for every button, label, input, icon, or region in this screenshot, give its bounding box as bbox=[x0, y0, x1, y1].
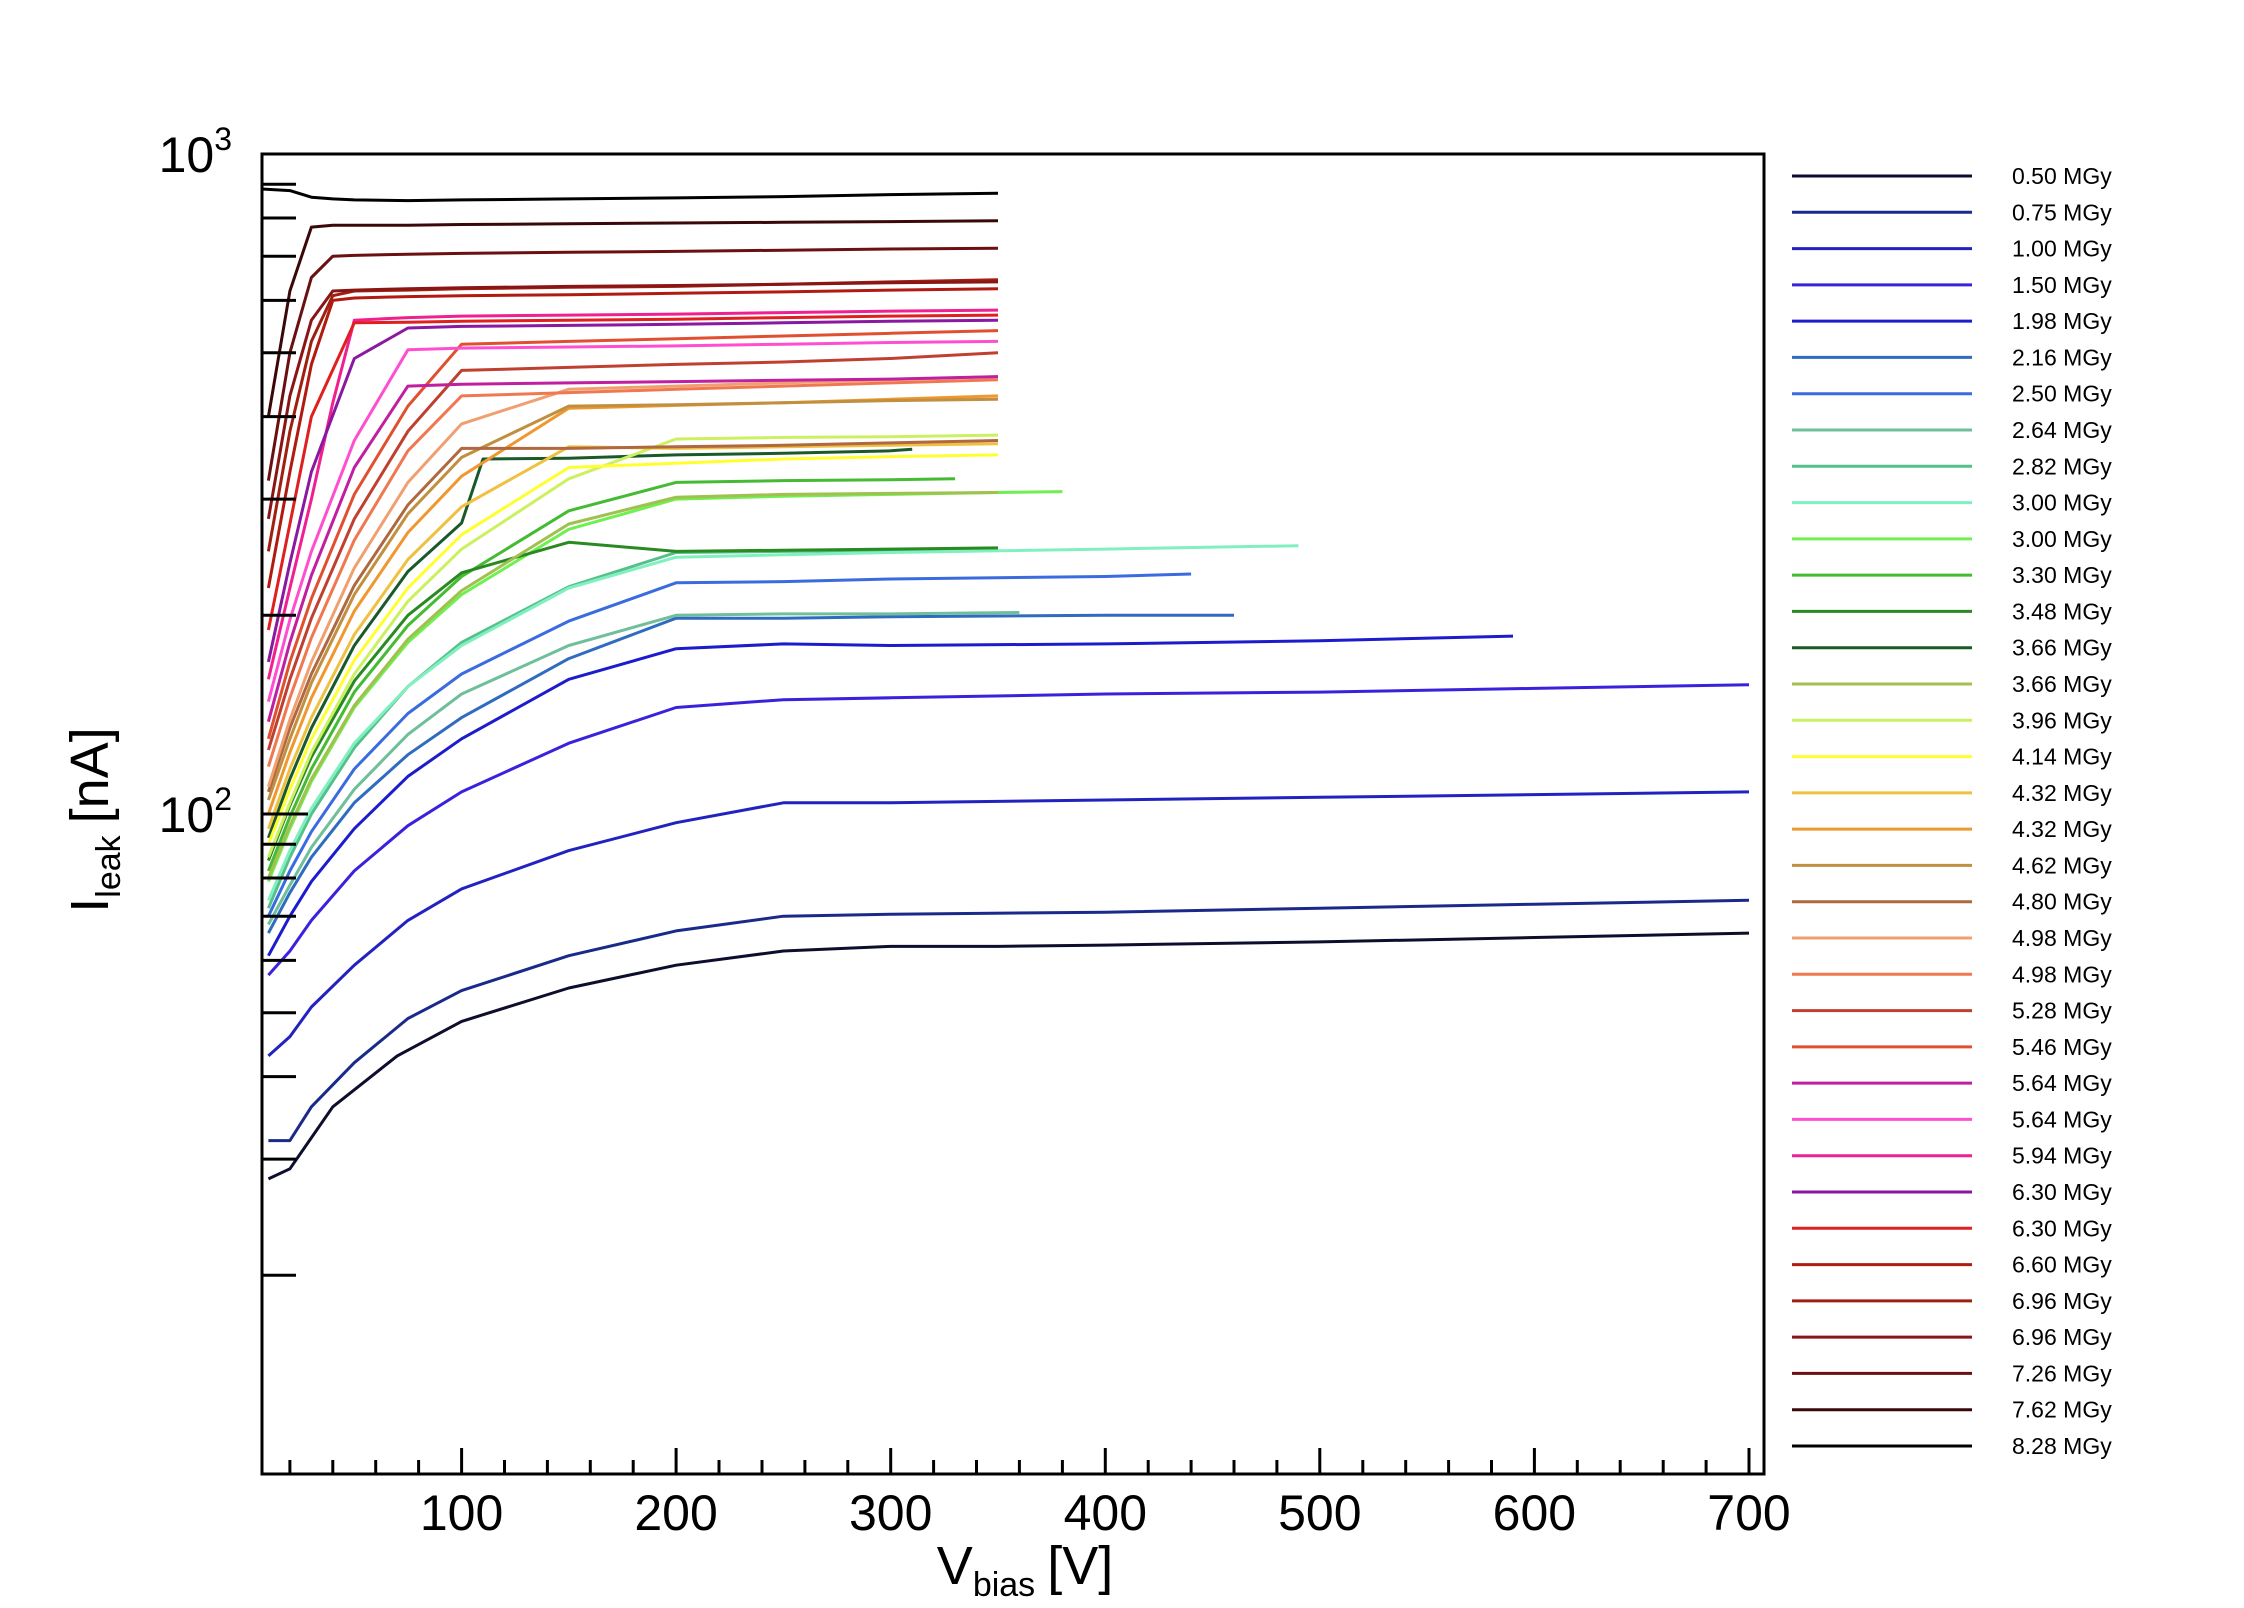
series-line-32 bbox=[266, 280, 999, 520]
legend-label: 4.14 MGy bbox=[2012, 744, 2112, 770]
series-line-11 bbox=[267, 477, 956, 872]
y-tick-base: 10 bbox=[159, 787, 215, 843]
x-axis-title-sub: bias bbox=[973, 1566, 1035, 1604]
series-line-33 bbox=[266, 246, 999, 481]
legend-label: 1.98 MGy bbox=[2012, 308, 2112, 334]
series-line-1 bbox=[268, 898, 1750, 1143]
legend-label: 3.00 MGy bbox=[2012, 490, 2112, 516]
x-tick-label: 500 bbox=[1278, 1485, 1361, 1541]
x-tick-label: 300 bbox=[849, 1485, 932, 1541]
series-line-16 bbox=[267, 453, 999, 845]
series-line-27 bbox=[266, 308, 999, 680]
series-line-15 bbox=[267, 433, 999, 858]
series-line-28 bbox=[266, 318, 999, 663]
legend-label: 0.75 MGy bbox=[2012, 199, 2112, 225]
legend-label: 4.62 MGy bbox=[2012, 852, 2112, 878]
legend-label: 6.30 MGy bbox=[2012, 1179, 2112, 1205]
series-line-24 bbox=[266, 329, 999, 740]
series-line-18 bbox=[266, 394, 999, 815]
series-line-25 bbox=[266, 375, 999, 723]
series-line-5 bbox=[267, 613, 1234, 934]
x-tick-label: 700 bbox=[1707, 1485, 1790, 1541]
legend-label: 6.96 MGy bbox=[2012, 1288, 2112, 1314]
legend-label: 6.30 MGy bbox=[2012, 1215, 2112, 1241]
series-line-0 bbox=[267, 931, 1750, 1181]
legend-label: 3.66 MGy bbox=[2012, 671, 2112, 697]
y-tick-label: 102 bbox=[159, 781, 232, 843]
series-line-35 bbox=[261, 187, 999, 203]
y-tick-label: 103 bbox=[159, 121, 232, 183]
x-axis-title-unit: [V] bbox=[1047, 1536, 1113, 1596]
legend-label: 6.60 MGy bbox=[2012, 1252, 2112, 1278]
y-tick-base: 10 bbox=[159, 127, 215, 183]
series-line-19 bbox=[266, 397, 999, 801]
legend-label: 5.64 MGy bbox=[2012, 1106, 2112, 1132]
legend-label: 3.96 MGy bbox=[2012, 707, 2112, 733]
plot-frame bbox=[260, 152, 1766, 1476]
legend-label: 8.28 MGy bbox=[2012, 1433, 2112, 1459]
legend-label: 7.26 MGy bbox=[2012, 1360, 2112, 1386]
legend-label: 2.82 MGy bbox=[2012, 453, 2112, 479]
legend-label: 1.00 MGy bbox=[2012, 236, 2112, 262]
y-tick-exp: 3 bbox=[214, 121, 232, 157]
x-tick-label: 600 bbox=[1493, 1485, 1576, 1541]
series-line-23 bbox=[266, 351, 999, 751]
legend-label: 0.50 MGy bbox=[2012, 163, 2112, 189]
series-line-7 bbox=[267, 611, 1020, 926]
legend-label: 1.50 MGy bbox=[2012, 272, 2112, 298]
series-line-20 bbox=[266, 439, 999, 793]
series-line-2 bbox=[267, 790, 1750, 1058]
legend-label: 5.94 MGy bbox=[2012, 1143, 2112, 1169]
series-line-26 bbox=[266, 339, 999, 702]
legend-label: 6.96 MGy bbox=[2012, 1324, 2112, 1350]
series-line-3 bbox=[267, 683, 1750, 977]
y-axis-title-sub: leak bbox=[90, 834, 128, 897]
series-line-12 bbox=[267, 540, 999, 862]
legend-label: 4.80 MGy bbox=[2012, 889, 2112, 915]
x-tick-label: 400 bbox=[1064, 1485, 1147, 1541]
x-ticks: 100 200 300 400 500 600 700 bbox=[288, 1448, 1791, 1541]
legend-label: 2.64 MGy bbox=[2012, 417, 2112, 443]
series-line-21 bbox=[266, 375, 999, 788]
series-layer bbox=[261, 187, 1750, 1181]
x-tick-label: 100 bbox=[420, 1485, 503, 1541]
legend-label: 5.64 MGy bbox=[2012, 1070, 2112, 1096]
y-axis-title-main: I bbox=[60, 898, 120, 913]
y-tick-exp: 2 bbox=[214, 781, 232, 817]
legend-label: 2.16 MGy bbox=[2012, 344, 2112, 370]
series-line-14 bbox=[267, 491, 999, 879]
legend-label: 4.98 MGy bbox=[2012, 961, 2112, 987]
legend-label: 7.62 MGy bbox=[2012, 1397, 2112, 1423]
series-line-6 bbox=[267, 572, 1192, 917]
legend: 0.50 MGy 0.75 MGy 1.00 MGy 1.50 MGy 1.98 MGy… bbox=[1792, 163, 2112, 1459]
y-axis-title-unit: [nA] bbox=[60, 727, 120, 823]
series-line-17 bbox=[266, 442, 999, 830]
legend-label: 3.48 MGy bbox=[2012, 598, 2112, 624]
series-line-13 bbox=[266, 447, 913, 839]
legend-label: 5.28 MGy bbox=[2012, 998, 2112, 1024]
legend-label: 3.00 MGy bbox=[2012, 526, 2112, 552]
legend-label: 5.46 MGy bbox=[2012, 1034, 2112, 1060]
legend-label: 2.50 MGy bbox=[2012, 381, 2112, 407]
x-axis-title: Vbias [V] bbox=[937, 1536, 1113, 1604]
x-tick-label: 200 bbox=[634, 1485, 717, 1541]
y-axis-title: Ileak [nA] bbox=[60, 727, 128, 912]
x-axis-title-main: V bbox=[937, 1536, 973, 1596]
series-line-29 bbox=[266, 313, 999, 631]
legend-label: 4.32 MGy bbox=[2012, 816, 2112, 842]
legend-label: 3.66 MGy bbox=[2012, 635, 2112, 661]
legend-label: 4.98 MGy bbox=[2012, 925, 2112, 951]
series-line-22 bbox=[266, 378, 999, 768]
series-line-34 bbox=[266, 219, 999, 417]
legend-label: 4.32 MGy bbox=[2012, 780, 2112, 806]
legend-label: 3.30 MGy bbox=[2012, 562, 2112, 588]
series-line-30 bbox=[266, 287, 999, 589]
series-line-4 bbox=[267, 634, 1514, 957]
